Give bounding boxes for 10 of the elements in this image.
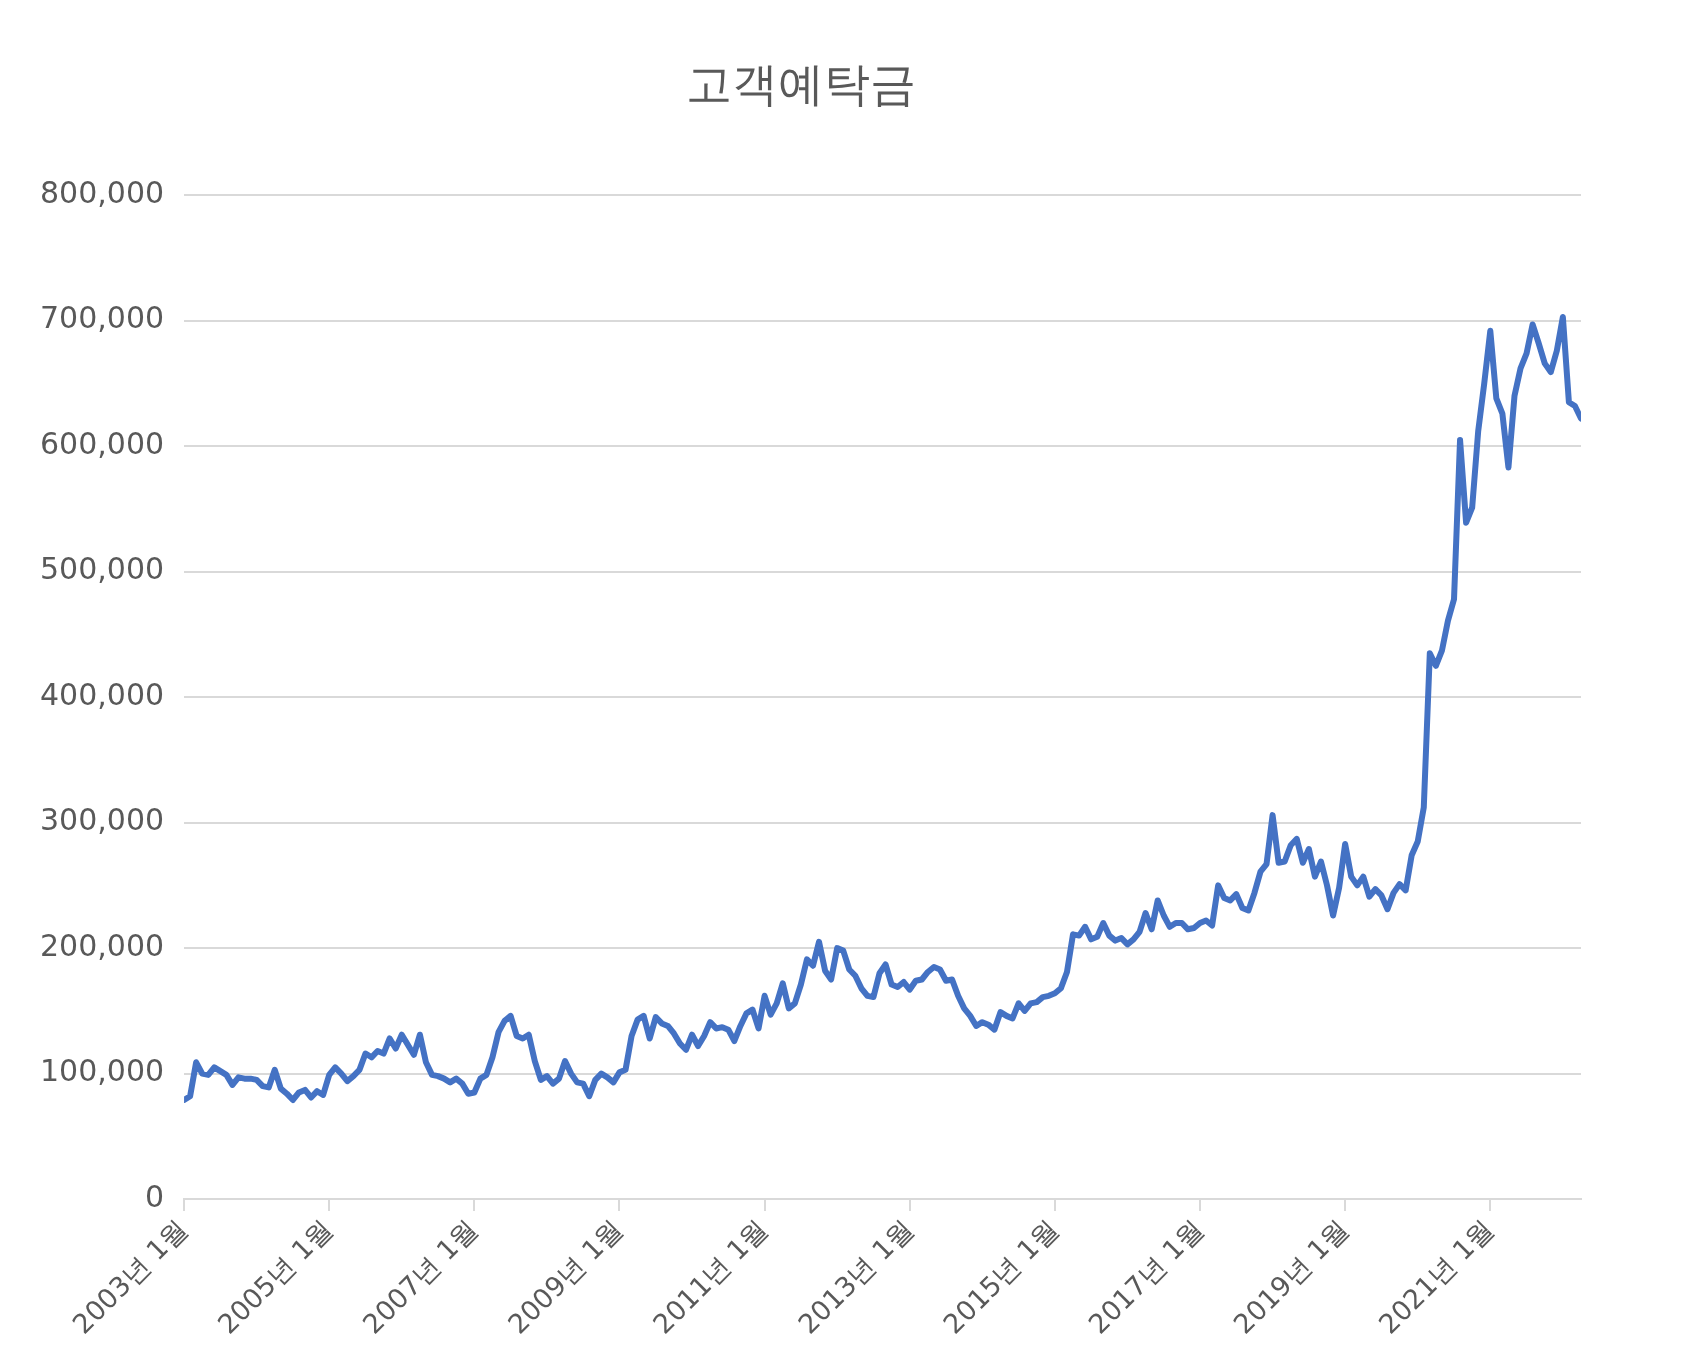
y-tick-label: 800,000 [40,175,165,210]
chart-title: 고객예탁금 [685,56,916,111]
y-tick-label: 0 [144,1178,165,1214]
y-tick-label: 200,000 [40,927,165,963]
y-tick-label: 600,000 [40,425,165,461]
y-tick-label: 100,000 [40,1053,165,1089]
y-tick-label: 700,000 [40,300,165,336]
y-tick-label: 300,000 [40,802,165,838]
y-tick-label: 500,000 [40,551,165,587]
y-tick-label: 400,000 [40,676,165,712]
